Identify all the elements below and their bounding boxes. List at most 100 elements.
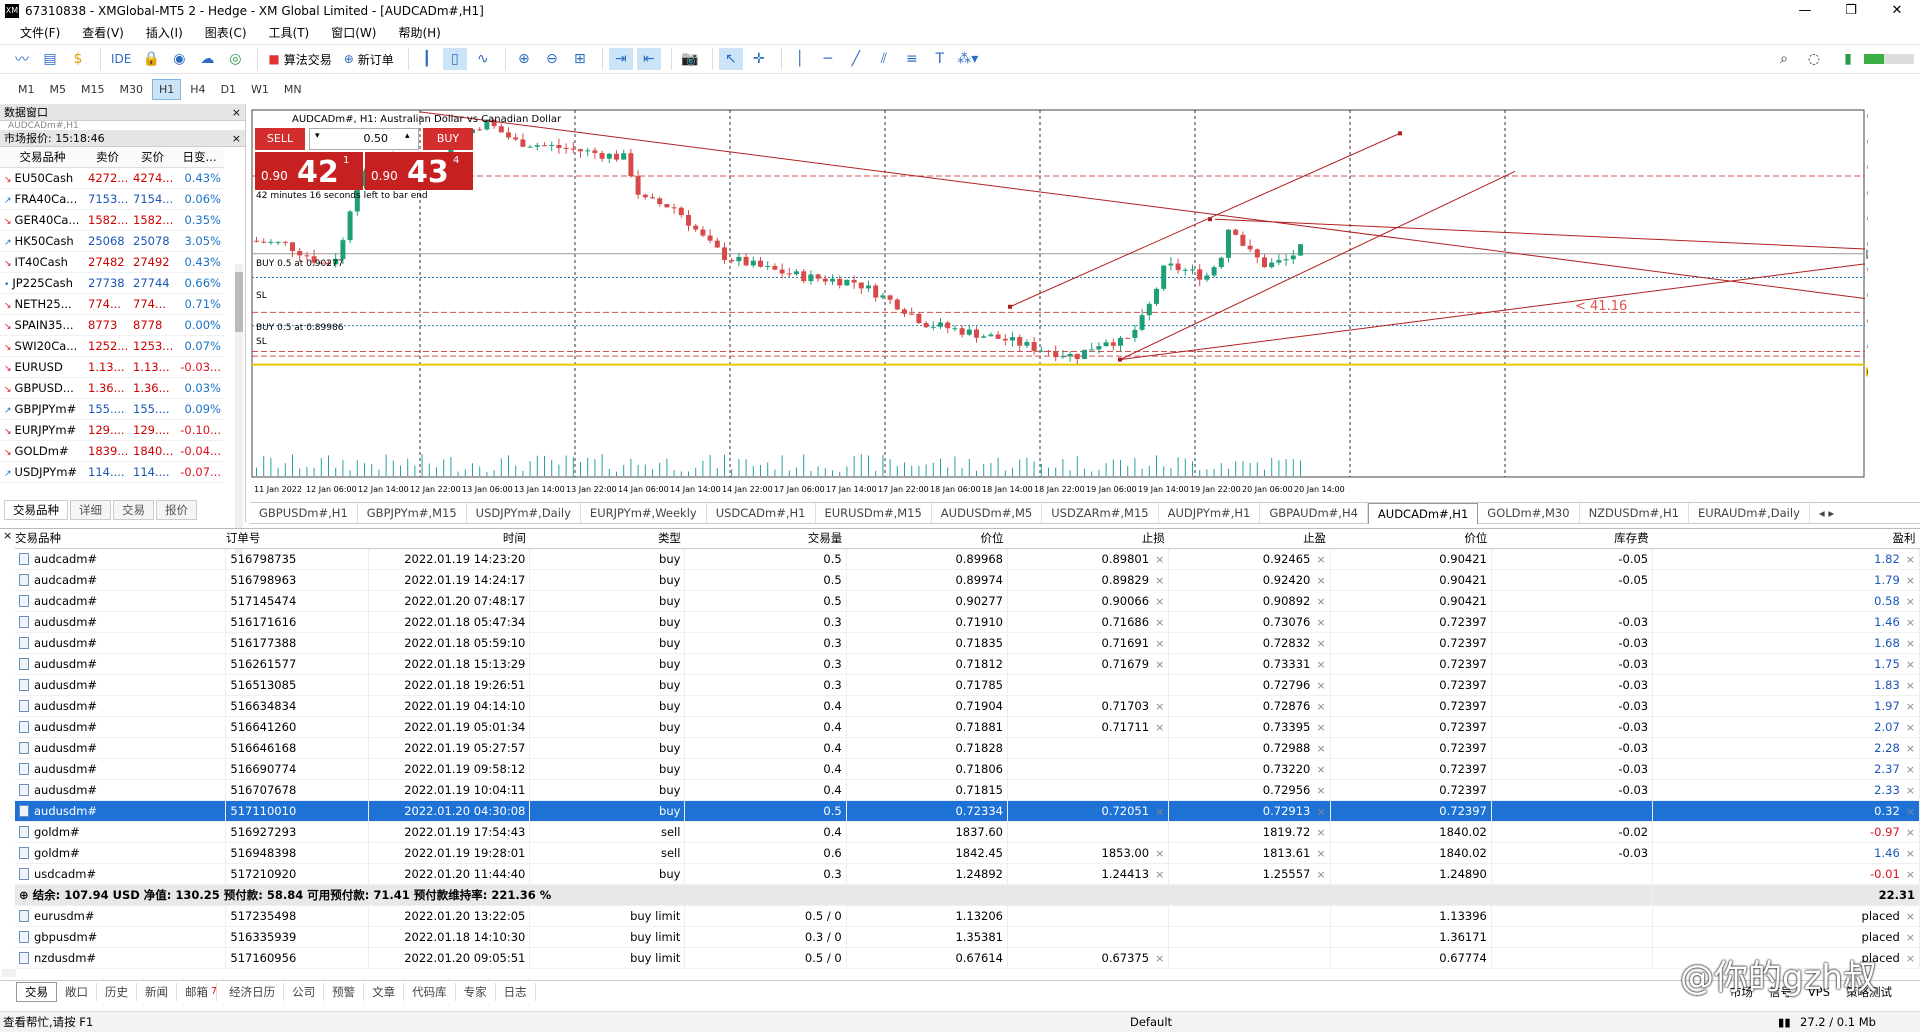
col-header[interactable]: 交易品种 <box>15 529 226 549</box>
close-position-icon[interactable]: × <box>1905 741 1915 755</box>
chart-tab[interactable]: EURUSDm#,M15 <box>816 503 932 523</box>
chart-tab[interactable]: USDZARm#,M15 <box>1042 503 1159 523</box>
col-symbol[interactable]: 交易品种 <box>0 147 85 168</box>
zoom-in-icon[interactable]: ⊕ <box>517 51 530 67</box>
close-position-icon[interactable]: × <box>1905 783 1915 797</box>
chart-tab[interactable]: EURAUDm#,Daily <box>1689 503 1810 523</box>
trade-row[interactable]: audusdm# 517110010 2022.01.20 04:30:08 buy 0… <box>15 800 1920 822</box>
tab-details[interactable]: 详细 <box>70 500 111 520</box>
remove-tp-icon[interactable]: × <box>1316 594 1326 608</box>
tab-ticks[interactable]: 报价 <box>156 500 197 520</box>
terminal-tab[interactable]: 邮箱 <box>177 982 217 1001</box>
symbol-cell[interactable]: ↗ FRA40Ca... <box>0 188 85 210</box>
trade-row[interactable]: nzdusdm# 517160956 2022.01.20 09:05:51 buy … <box>15 947 1920 969</box>
line-chart-icon[interactable]: ∿ <box>476 51 489 67</box>
remove-sl-icon[interactable]: × <box>1155 615 1165 629</box>
terminal-tab[interactable]: 代码库 <box>404 982 456 1001</box>
menu-file[interactable]: 文件(F) <box>20 25 61 40</box>
grid-icon[interactable]: ⊞ <box>573 51 586 67</box>
close-position-icon[interactable]: × <box>1905 951 1915 965</box>
trendline-icon[interactable]: ╱ <box>851 51 861 67</box>
trade-row[interactable]: audusdm# 516261577 2022.01.18 15:13:29 buy 0… <box>15 653 1920 675</box>
tab-trading[interactable]: 交易 <box>113 500 154 520</box>
remove-tp-icon[interactable]: × <box>1316 762 1326 776</box>
candle-chart-icon[interactable]: ▯ <box>442 48 467 70</box>
market-watch-row[interactable]: ↗ HK50Cash 25068 25078 3.05% <box>0 230 224 252</box>
vertical-line-icon[interactable]: │ <box>795 51 805 67</box>
market-watch-row[interactable]: ↗ USDJPYm# 114.... 114.... -0.07... <box>0 461 224 483</box>
trade-row[interactable]: audusdm# 516707678 2022.01.19 10:04:11 buy 0… <box>15 779 1920 801</box>
menu-help[interactable]: 帮助(H) <box>398 25 441 40</box>
channel-icon[interactable]: ⫽ <box>880 51 887 67</box>
tab-symbols[interactable]: 交易品种 <box>4 500 68 520</box>
col-header[interactable]: 订单号 <box>225 529 369 549</box>
market-watch-row[interactable]: ↗ GBPJPYm# 155.... 155.... 0.09% <box>0 398 224 420</box>
service-link[interactable]: VPS <box>1807 984 1830 999</box>
menu-tools[interactable]: 工具(T) <box>268 25 310 40</box>
close-position-icon[interactable]: × <box>1905 573 1915 587</box>
tf-m15[interactable]: M15 <box>81 82 105 96</box>
trade-row[interactable]: audusdm# 516641260 2022.01.19 05:01:34 buy 0… <box>15 716 1920 738</box>
remove-tp-icon[interactable]: × <box>1316 825 1326 839</box>
terminal-tab[interactable]: 公司 <box>284 982 325 1001</box>
expand-icon[interactable]: ⊕ <box>19 887 33 902</box>
chart-tab[interactable]: AUDUSDm#,M5 <box>932 503 1043 523</box>
terminal-tab[interactable]: 交易 <box>16 981 57 1002</box>
tf-mn[interactable]: MN <box>283 82 302 96</box>
trade-row[interactable]: audusdm# 516171616 2022.01.18 05:47:34 buy 0… <box>15 611 1920 633</box>
market-watch-row[interactable]: ↗ FRA40Ca... 7153... 7154... 0.06% <box>0 188 224 210</box>
remove-tp-icon[interactable]: × <box>1316 846 1326 860</box>
terminal-scrollbar[interactable] <box>2 969 16 977</box>
market-watch-row[interactable]: ↘ EURJPYm# 129.... 129.... -0.10... <box>0 419 224 441</box>
market-watch-row[interactable]: ↘ EURUSD 1.13... 1.13... -0.03... <box>0 356 224 378</box>
lock-icon[interactable]: 🔒 <box>142 51 161 67</box>
close-button[interactable]: ✕ <box>1891 3 1903 18</box>
chart-tab[interactable]: AUDJPYm#,H1 <box>1159 503 1261 523</box>
cloud-icon[interactable]: ☁ <box>200 51 215 67</box>
remove-sl-icon[interactable]: × <box>1155 699 1165 713</box>
template-icon[interactable]: ▤ <box>43 51 57 67</box>
market-watch-row[interactable]: ↘ GBPUSD... 1.36... 1.36... 0.03% <box>0 377 224 399</box>
remove-tp-icon[interactable]: × <box>1316 657 1326 671</box>
market-watch-row[interactable]: ↘ SPAIN35... 8773 8778 0.00% <box>0 314 224 336</box>
trade-row[interactable]: audcadm# 516798735 2022.01.19 14:23:20 buy 0… <box>15 548 1920 570</box>
col-header[interactable]: 时间 <box>368 529 530 549</box>
close-icon[interactable]: × <box>3 529 13 542</box>
lot-down-icon[interactable]: ▾ <box>315 131 320 141</box>
text-icon[interactable]: T <box>935 51 945 67</box>
menu-insert[interactable]: 插入(I) <box>145 25 183 40</box>
ide-button[interactable]: IDE <box>111 52 132 66</box>
market-watch-row[interactable]: ↘ GER40Ca... 1582... 1582... 0.35% <box>0 209 224 231</box>
chart-tab[interactable]: GBPUSDm#,H1 <box>250 503 358 523</box>
symbol-cell[interactable]: ↗ HK50Cash <box>0 230 85 252</box>
col-header[interactable]: 止损 <box>1007 529 1169 549</box>
close-position-icon[interactable]: × <box>1905 615 1915 629</box>
shapes-icon[interactable]: ⁂▾ <box>957 51 979 67</box>
remove-tp-icon[interactable]: × <box>1316 573 1326 587</box>
col-header[interactable]: 类型 <box>529 529 685 549</box>
trade-row[interactable]: goldm# 516927293 2022.01.19 17:54:43 sell 0.… <box>15 821 1920 843</box>
market-watch-scrollbar[interactable] <box>235 264 243 554</box>
col-bid[interactable]: 卖价 <box>85 147 130 168</box>
chart-tab[interactable]: GBPJPYm#,M15 <box>358 503 467 523</box>
terminal-tab[interactable]: 专家 <box>456 982 496 1001</box>
remove-tp-icon[interactable]: × <box>1316 615 1326 629</box>
chart-tab[interactable]: GBPAUDm#,H4 <box>1260 503 1368 523</box>
col-header[interactable]: 止盈 <box>1168 529 1331 549</box>
tf-w1[interactable]: W1 <box>251 82 269 96</box>
close-position-icon[interactable]: × <box>1905 720 1915 734</box>
zoom-out-icon[interactable]: ⊖ <box>545 51 558 67</box>
horizontal-line-icon[interactable]: ─ <box>823 51 833 67</box>
remove-tp-icon[interactable]: × <box>1316 636 1326 650</box>
symbol-cell[interactable]: ↘ NETH25... <box>0 293 85 315</box>
trade-row[interactable]: audusdm# 516634834 2022.01.19 04:14:10 buy 0… <box>15 695 1920 717</box>
symbol-cell[interactable]: ↘ SWI20Ca... <box>0 335 85 357</box>
symbol-cell[interactable]: ↘ EU50Cash <box>0 167 85 189</box>
trade-row[interactable]: audusdm# 516513085 2022.01.18 19:26:51 buy 0… <box>15 674 1920 696</box>
sell-button[interactable]: SELL <box>255 128 305 150</box>
market-watch-row[interactable]: ↘ NETH25... 774... 774... 0.71% <box>0 293 224 315</box>
market-watch-row[interactable]: • JP225Cash 27738 27744 0.66% <box>0 272 224 294</box>
close-position-icon[interactable]: × <box>1905 594 1915 608</box>
close-position-icon[interactable]: × <box>1905 909 1915 923</box>
fibonacci-icon[interactable]: ≡ <box>905 51 918 67</box>
